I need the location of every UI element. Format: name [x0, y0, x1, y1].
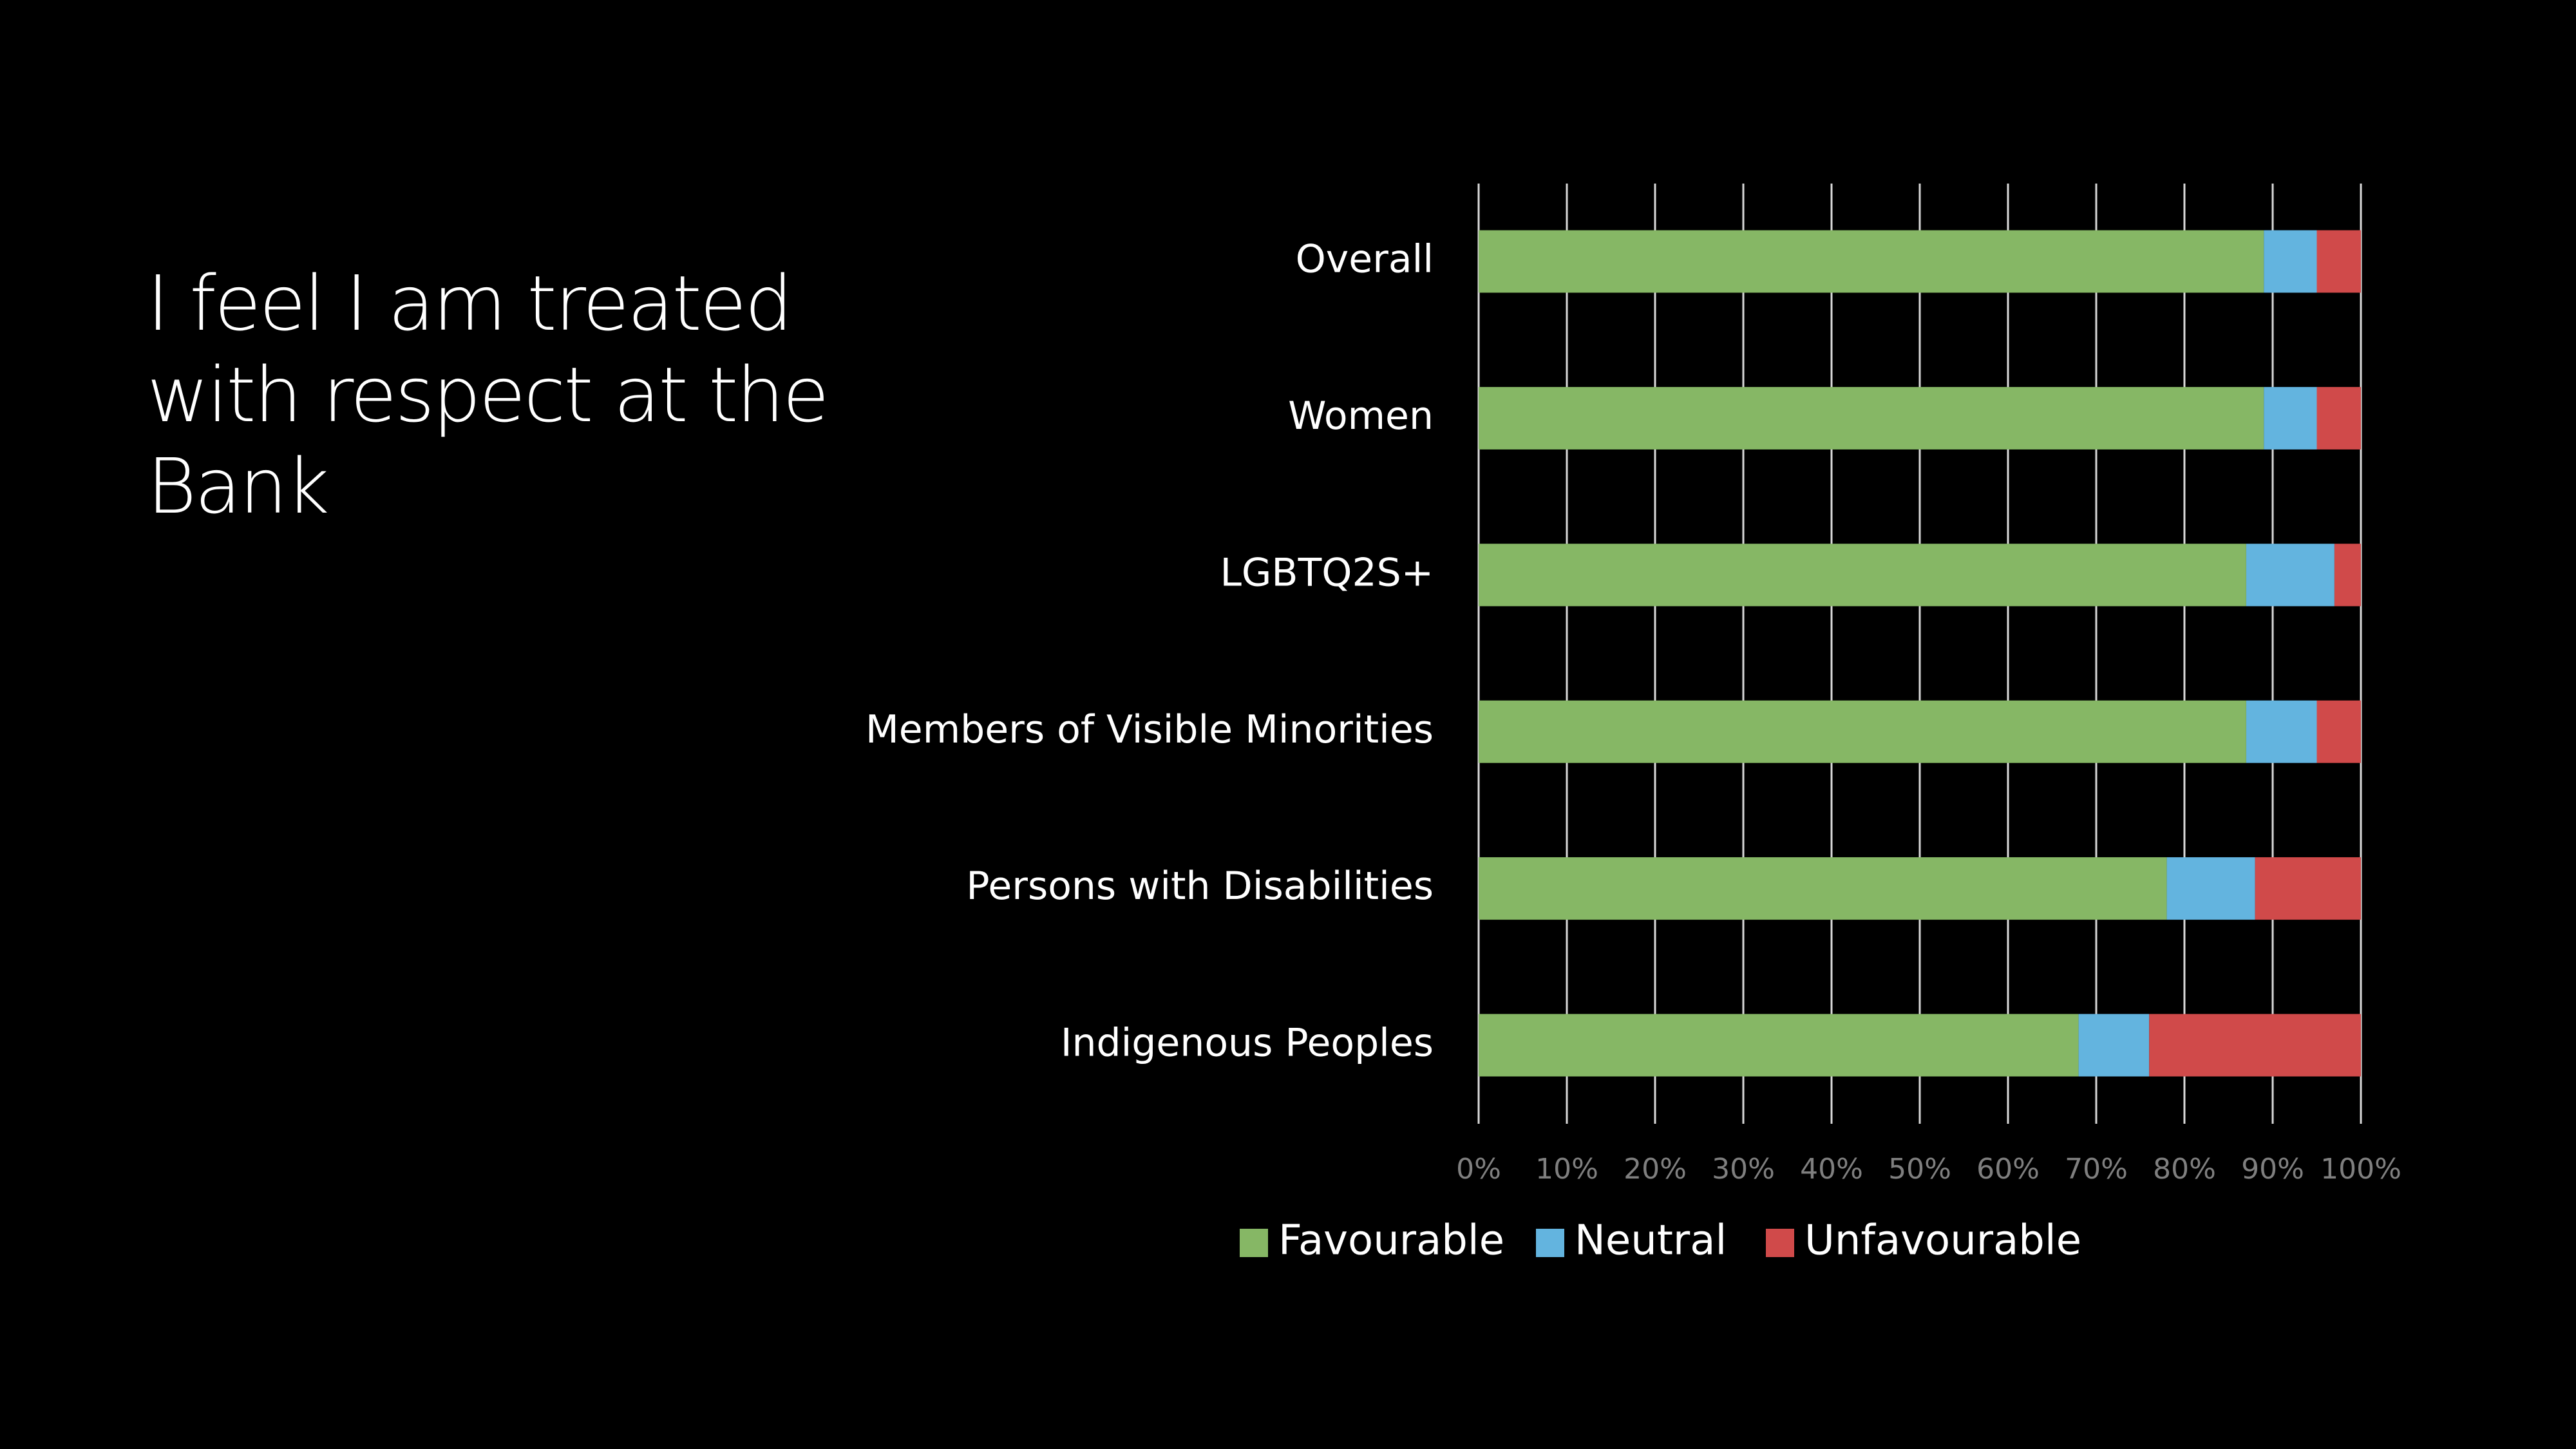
bar-favourable — [1479, 700, 2246, 763]
legend-label: Neutral — [1575, 1217, 1727, 1265]
x-tick-label: 50% — [1888, 1153, 1951, 1186]
x-tick-label: 20% — [1624, 1153, 1687, 1186]
legend-item-favourable: Favourable — [1240, 1217, 1504, 1265]
category-label: Persons with Disabilities — [966, 864, 1434, 909]
x-tick-label: 60% — [1976, 1153, 2040, 1186]
category-label: Members of Visible Minorities — [866, 707, 1434, 752]
legend-item-neutral: Neutral — [1536, 1217, 1727, 1265]
x-tick-label: 80% — [2153, 1153, 2216, 1186]
bar-unfavourable — [2316, 230, 2361, 293]
bar-favourable — [1479, 1014, 2079, 1077]
x-tick-label: 30% — [1712, 1153, 1775, 1186]
bar-unfavourable — [2316, 386, 2361, 450]
legend-label: Favourable — [1278, 1217, 1504, 1265]
category-label: LGBTQ2S+ — [1220, 550, 1434, 595]
category-label: Overall — [1296, 237, 1434, 282]
x-tick-label: 70% — [2065, 1153, 2128, 1186]
bars — [1479, 230, 2361, 1077]
bar-neutral — [2078, 1014, 2150, 1077]
legend-swatch — [1536, 1229, 1564, 1257]
x-tick-label: 90% — [2241, 1153, 2304, 1186]
bar-favourable — [1479, 857, 2167, 920]
legend-item-unfavourable: Unfavourable — [1766, 1217, 2081, 1265]
legend-swatch — [1766, 1229, 1794, 1257]
bar-unfavourable — [2149, 1014, 2361, 1077]
bar-favourable — [1479, 386, 2264, 450]
bar-neutral — [2264, 386, 2317, 450]
bar-favourable — [1479, 544, 2246, 607]
bar-neutral — [2246, 544, 2334, 607]
x-tick-label: 10% — [1535, 1153, 1598, 1186]
gridlines — [1477, 184, 2362, 1124]
x-tick-label: 0% — [1456, 1153, 1501, 1186]
bar-unfavourable — [2334, 544, 2361, 607]
category-label: Women — [1288, 393, 1434, 439]
legend-swatch — [1240, 1229, 1268, 1257]
legend: Favourable Neutral Unfavourable — [1240, 1217, 2081, 1265]
slide-title: I feel I am treated with respect at the … — [147, 259, 829, 531]
bar-neutral — [2166, 857, 2255, 920]
category-labels: Overall Women LGBTQ2S+ Members of Visible M… — [866, 237, 1434, 1066]
bar-neutral — [2246, 700, 2317, 763]
bar-unfavourable — [2316, 700, 2361, 763]
x-axis-tick-labels: 0% 10% 20% 30% 40% 50% 60% 70% 80% 90% 100% — [1456, 1153, 2401, 1186]
category-label: Indigenous Peoples — [1061, 1021, 1434, 1066]
x-tick-label: 100% — [2320, 1153, 2401, 1186]
legend-label: Unfavourable — [1804, 1217, 2081, 1265]
bar-neutral — [2264, 230, 2317, 293]
bar-favourable — [1479, 230, 2264, 293]
x-tick-label: 40% — [1800, 1153, 1863, 1186]
bar-unfavourable — [2255, 857, 2361, 920]
